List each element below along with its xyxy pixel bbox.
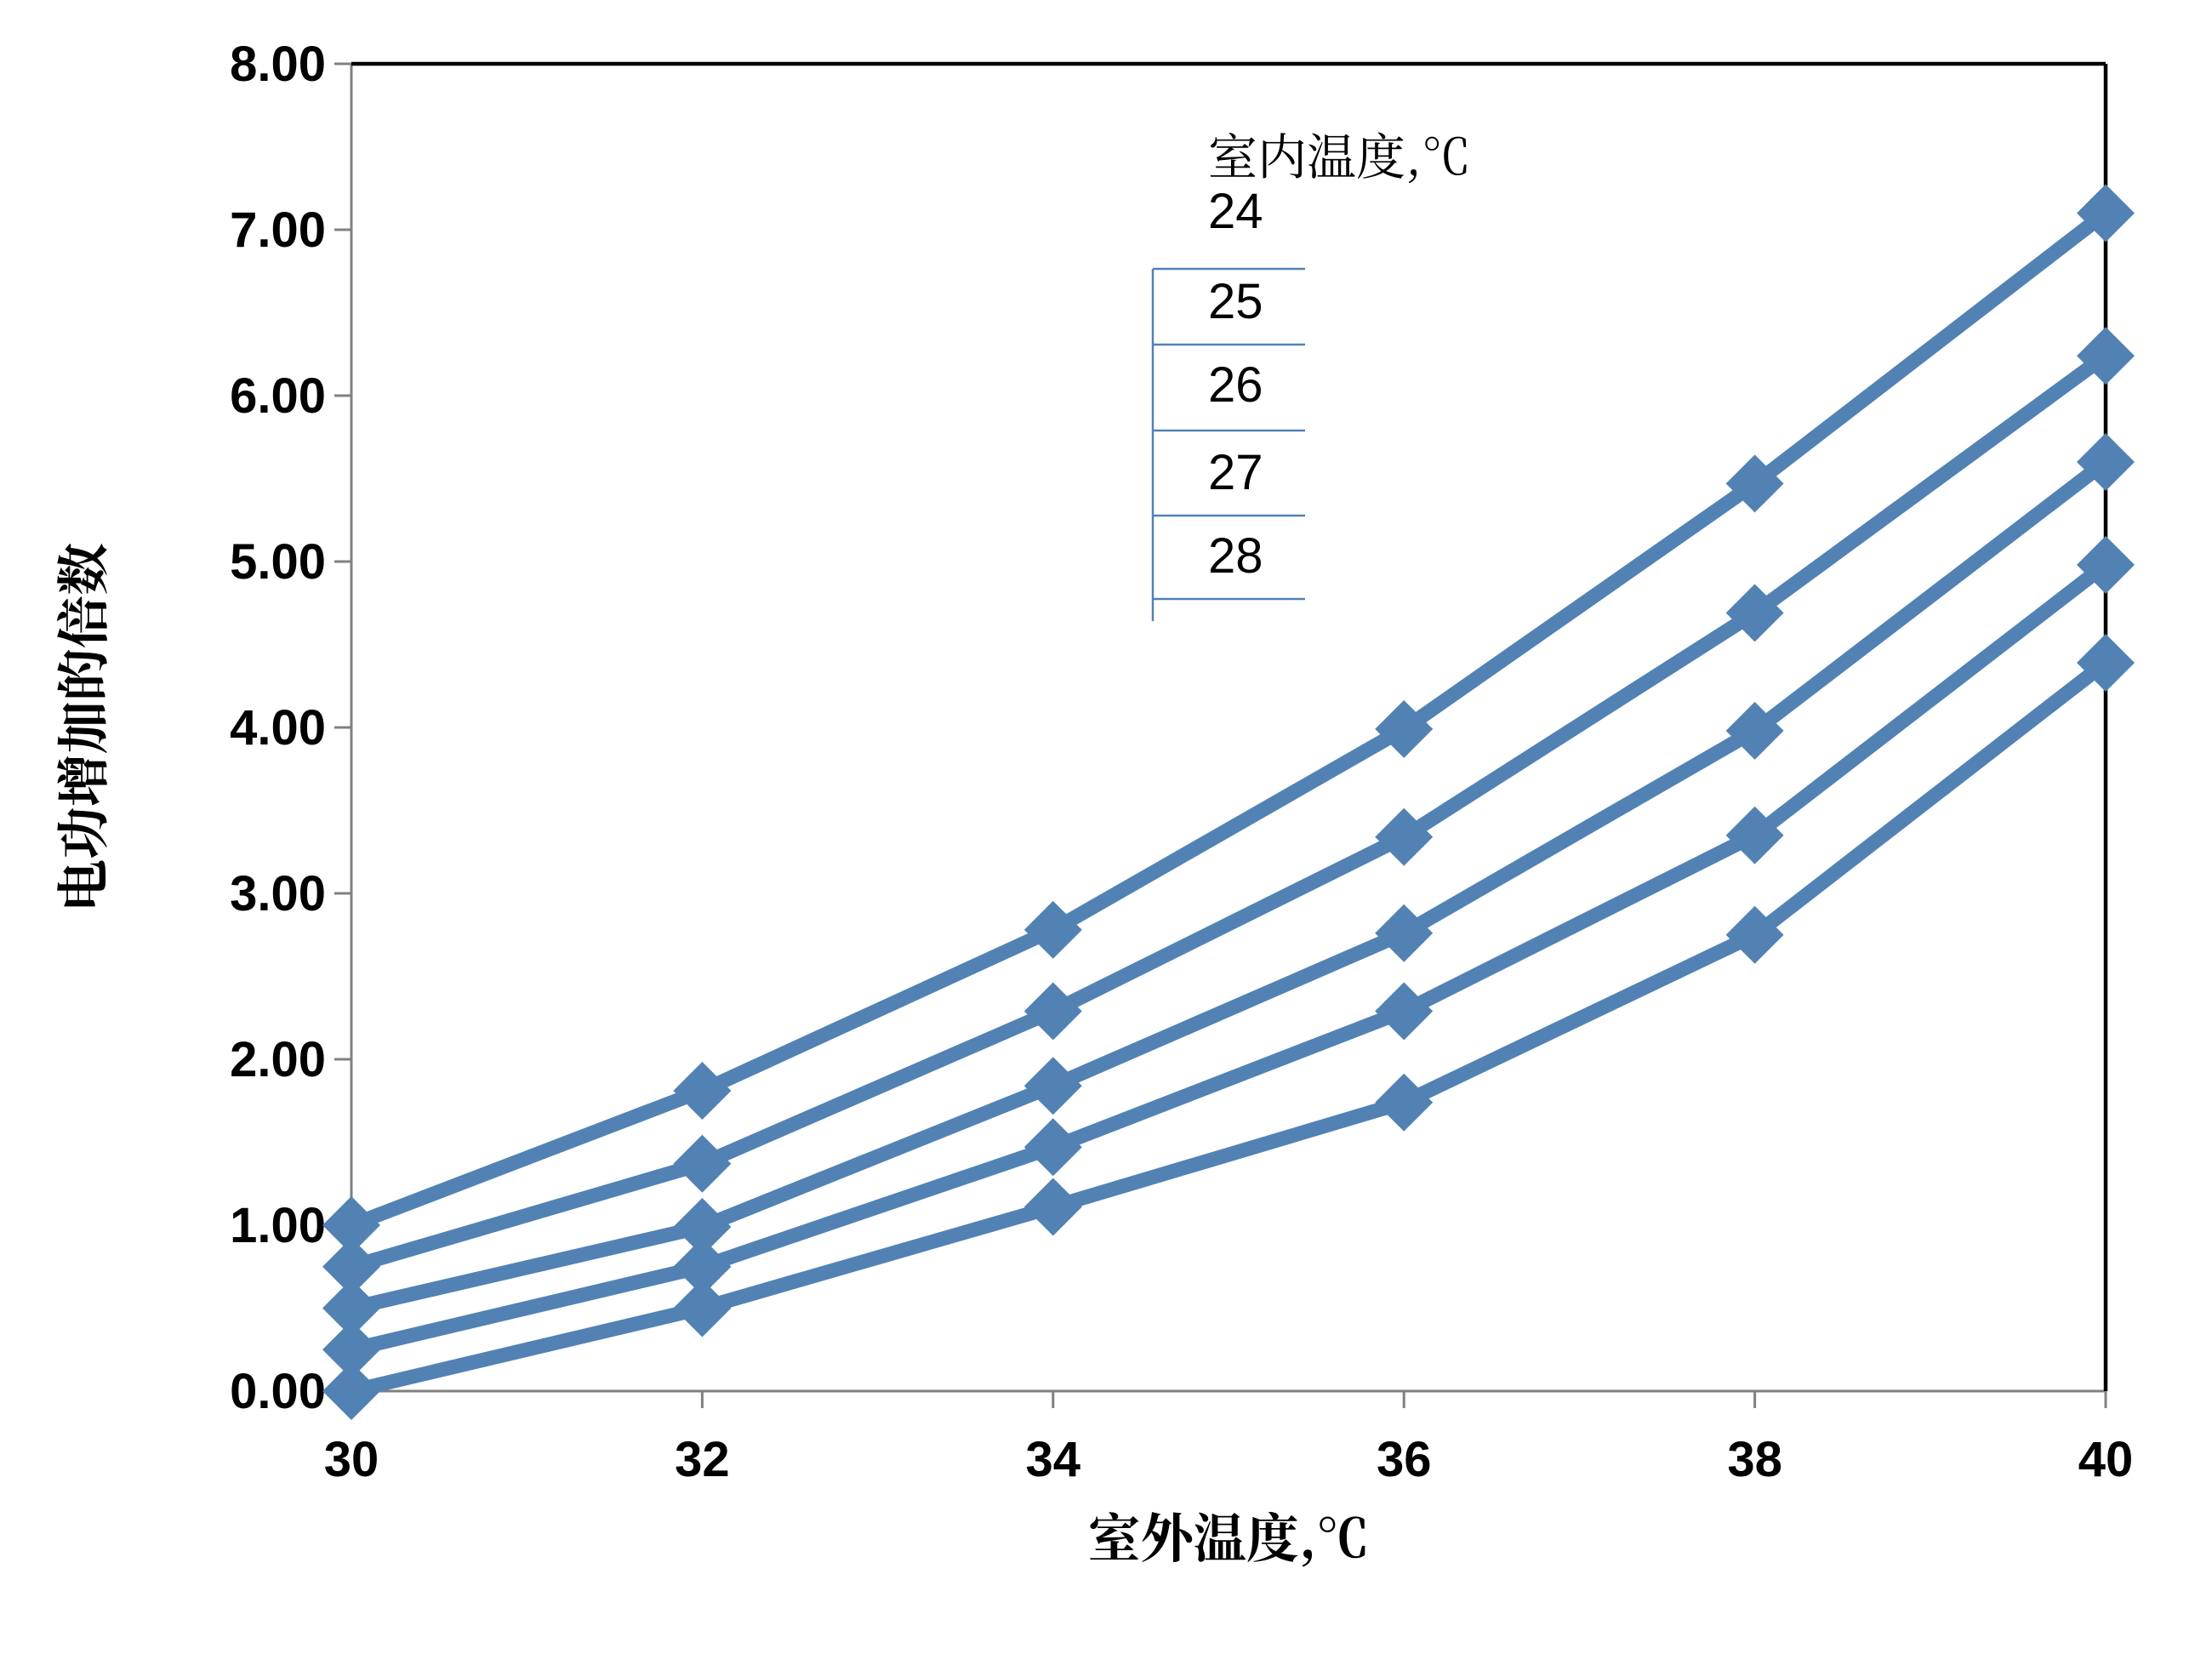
- svg-text:30: 30: [324, 1432, 379, 1487]
- svg-text:8.00: 8.00: [230, 37, 326, 92]
- svg-text:26: 26: [1208, 357, 1263, 413]
- svg-text:5.00: 5.00: [230, 534, 326, 590]
- svg-text:0.00: 0.00: [230, 1364, 326, 1419]
- svg-text:1.00: 1.00: [230, 1198, 326, 1253]
- svg-text:6.00: 6.00: [230, 368, 326, 424]
- svg-text:40: 40: [2078, 1432, 2134, 1487]
- svg-text:24: 24: [1208, 184, 1263, 239]
- svg-text:4.00: 4.00: [230, 700, 326, 756]
- svg-text:36: 36: [1377, 1432, 1432, 1487]
- svg-text:38: 38: [1727, 1432, 1782, 1487]
- svg-text:25: 25: [1208, 274, 1263, 329]
- svg-text:2.00: 2.00: [230, 1032, 326, 1087]
- svg-text:28: 28: [1208, 528, 1263, 584]
- svg-text:室内温度,℃: 室内温度,℃: [1208, 117, 1471, 189]
- svg-text:7.00: 7.00: [230, 202, 326, 258]
- svg-text:3.00: 3.00: [230, 866, 326, 921]
- svg-text:室外温度,℃: 室外温度,℃: [1088, 1497, 1370, 1572]
- svg-text:34: 34: [1026, 1432, 1081, 1487]
- svg-text:32: 32: [675, 1432, 730, 1487]
- svg-text:电功增加的倍数: 电功增加的倍数: [42, 543, 117, 912]
- svg-text:27: 27: [1208, 445, 1263, 500]
